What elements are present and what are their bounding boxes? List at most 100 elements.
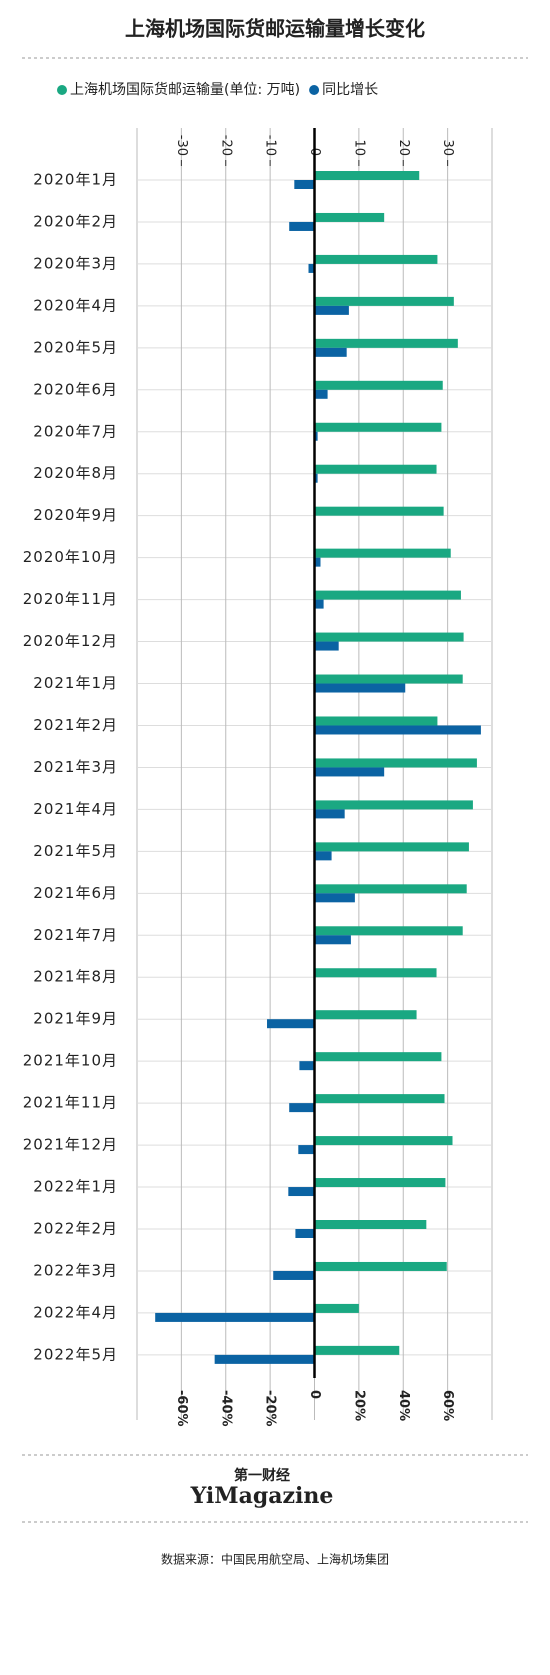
bar <box>314 884 467 894</box>
bar <box>314 422 442 432</box>
bar <box>155 1312 315 1322</box>
legend-label: 上海机场国际货邮运输量(单位: 万吨) <box>70 81 300 98</box>
bar <box>314 1052 442 1062</box>
y-tick-label: 2021年2月 <box>33 716 118 734</box>
bar <box>294 180 315 189</box>
bar <box>314 599 324 609</box>
bar <box>314 464 437 474</box>
x2-tick-label: -60% <box>174 1390 189 1427</box>
bar <box>295 1229 315 1238</box>
x2-tick-label: -40% <box>218 1390 233 1427</box>
y-tick-label: 2021年11月 <box>23 1094 118 1112</box>
bar <box>314 590 461 600</box>
bar <box>314 716 438 726</box>
bar <box>314 171 420 180</box>
bar <box>299 1061 315 1071</box>
bar <box>314 1303 359 1313</box>
x-tick-label: -20 <box>218 135 233 156</box>
bar <box>314 674 463 684</box>
bar <box>314 1094 445 1104</box>
x2-tick-label: -20% <box>263 1390 278 1427</box>
y-tick-label: 2021年4月 <box>33 800 118 818</box>
bar <box>314 380 443 390</box>
y-tick-label: 2021年5月 <box>33 842 118 860</box>
bar <box>289 1103 315 1113</box>
bar <box>273 1270 315 1280</box>
bar <box>314 1178 446 1188</box>
bar <box>314 926 463 936</box>
legend-label: 同比增长 <box>322 82 378 98</box>
bar <box>314 968 437 978</box>
bar <box>314 893 355 903</box>
bar <box>314 305 349 315</box>
legend-swatch <box>309 85 320 95</box>
bar <box>314 254 438 264</box>
x-tick-label: 30 <box>440 139 455 156</box>
y-tick-label: 2020年11月 <box>23 590 118 608</box>
y-tick-label: 2021年9月 <box>33 1010 118 1028</box>
bar <box>314 1345 400 1355</box>
y-tick-label: 2022年1月 <box>33 1178 118 1196</box>
bar <box>314 347 347 357</box>
bar <box>314 683 406 693</box>
bar <box>314 473 318 483</box>
y-tick-label: 2022年2月 <box>33 1220 118 1238</box>
brand-cn: 第一财经 <box>234 1467 290 1484</box>
y-tick-label: 2021年10月 <box>23 1052 118 1070</box>
bar <box>314 851 332 861</box>
y-tick-label: 2020年3月 <box>33 254 118 272</box>
source: 数据来源：中国民用航空局、上海机场集团 <box>161 1552 389 1567</box>
bar <box>314 296 454 306</box>
bar <box>314 800 473 810</box>
bar <box>314 212 385 222</box>
bar <box>314 506 444 516</box>
bar <box>314 431 318 441</box>
y-tick-label: 2020年9月 <box>33 506 118 524</box>
y-tick-label: 2020年12月 <box>23 632 118 650</box>
bar <box>314 389 328 399</box>
bar <box>298 1145 315 1155</box>
x-tick-label: 10 <box>351 139 366 156</box>
y-tick-label: 2020年4月 <box>33 296 118 314</box>
bar <box>314 557 321 567</box>
y-tick-label: 2020年8月 <box>33 464 118 482</box>
bar <box>314 641 339 651</box>
y-tick-label: 2021年3月 <box>33 758 118 776</box>
bar <box>314 758 477 768</box>
x-tick-label: 20 <box>396 139 411 156</box>
bar <box>288 1187 315 1197</box>
bar <box>314 1010 417 1020</box>
x-tick-label: -10 <box>263 135 278 156</box>
y-tick-label: 2022年4月 <box>33 1303 118 1321</box>
brand-en: YiMagazine <box>190 1483 334 1509</box>
bar <box>289 221 315 231</box>
y-tick-label: 2021年7月 <box>33 926 118 944</box>
bar <box>314 1220 427 1229</box>
legend-swatch <box>57 85 67 95</box>
bar <box>214 1354 315 1364</box>
y-tick-label: 2022年3月 <box>33 1261 118 1279</box>
x-tick-label: -30 <box>174 135 189 156</box>
bar <box>314 1136 453 1146</box>
x2-tick-label: 20% <box>351 1390 366 1421</box>
x2-tick-label: 40% <box>396 1390 411 1421</box>
chart-title: 上海机场国际货邮运输量增长变化 <box>125 17 425 41</box>
y-tick-label: 2021年1月 <box>33 674 118 692</box>
y-tick-label: 2020年10月 <box>23 548 118 566</box>
bar <box>314 548 451 558</box>
bar <box>314 809 345 819</box>
y-tick-label: 2020年1月 <box>33 171 118 189</box>
y-tick-label: 2021年6月 <box>33 884 118 902</box>
x2-tick-label: 60% <box>440 1390 455 1421</box>
bar <box>314 725 481 735</box>
bar <box>314 935 351 945</box>
bar <box>314 842 469 852</box>
bar <box>314 767 385 777</box>
bar <box>267 1019 315 1029</box>
y-tick-label: 2020年2月 <box>33 212 118 230</box>
y-tick-label: 2021年12月 <box>23 1136 118 1154</box>
y-tick-label: 2020年6月 <box>33 380 118 398</box>
y-tick-label: 2021年8月 <box>33 968 118 986</box>
y-tick-label: 2020年7月 <box>33 422 118 440</box>
